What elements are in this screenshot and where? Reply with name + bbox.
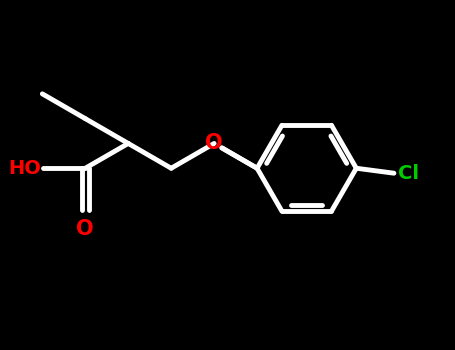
Text: O: O: [205, 133, 223, 153]
Text: Cl: Cl: [399, 164, 420, 183]
Text: HO: HO: [8, 159, 41, 178]
Text: O: O: [76, 218, 94, 238]
